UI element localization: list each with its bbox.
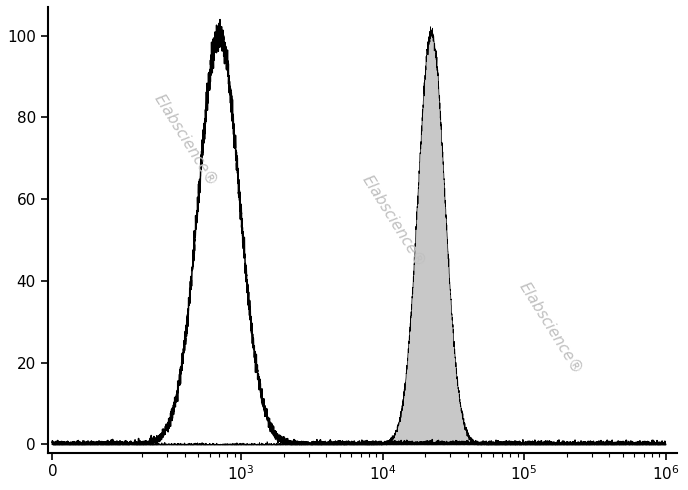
Text: Elabscience®: Elabscience® <box>152 92 220 189</box>
Text: Elabscience®: Elabscience® <box>517 279 585 376</box>
Text: Elabscience®: Elabscience® <box>359 172 428 270</box>
